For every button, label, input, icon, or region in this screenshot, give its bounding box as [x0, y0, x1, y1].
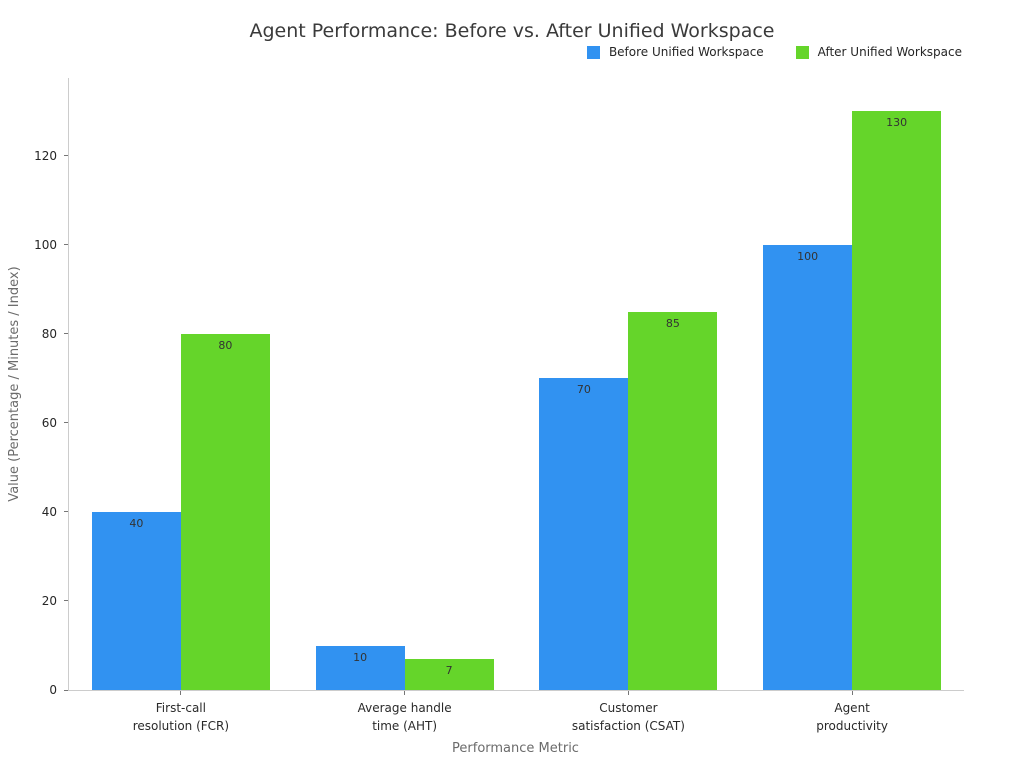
legend-label: After Unified Workspace [817, 45, 962, 59]
bar-value-label: 130 [886, 116, 908, 130]
y-tick-mark [64, 333, 68, 335]
x-tick-mark [627, 691, 629, 695]
bar-value-label: 7 [445, 663, 453, 677]
bar: 7 [404, 658, 494, 690]
bar-value-label: 100 [797, 249, 819, 263]
y-tick-label: 80 [41, 326, 57, 341]
legend-item: After Unified Workspace [795, 45, 962, 59]
x-category-label: First-call resolution (FCR) [132, 701, 230, 733]
y-tick-label: 0 [49, 683, 57, 697]
bar: 70 [539, 378, 629, 690]
bar: 80 [180, 333, 270, 690]
x-tick-mark [180, 691, 182, 695]
bar: 100 [763, 244, 853, 690]
y-tick-label: 20 [41, 593, 57, 608]
y-tick-label: 100 [34, 237, 57, 252]
bar: 130 [852, 111, 942, 690]
y-tick-mark [64, 422, 68, 424]
legend-label: Before Unified Workspace [608, 45, 764, 59]
x-category-label: Customer satisfaction (CSAT) [571, 701, 685, 733]
y-tick-label: 40 [41, 504, 57, 519]
bar-value-label: 40 [129, 516, 144, 530]
bar: 85 [628, 311, 718, 690]
bar: 10 [315, 645, 405, 690]
legend-swatch-icon [586, 45, 600, 59]
bar-value-label: 85 [665, 316, 680, 330]
y-tick-mark [64, 689, 68, 691]
y-tick-mark [64, 600, 68, 602]
x-tick-mark [404, 691, 406, 695]
y-tick-mark [64, 244, 68, 246]
y-tick-mark [64, 511, 68, 513]
legend-swatch-icon [795, 45, 809, 59]
y-tick-label: 60 [41, 415, 57, 430]
y-tick-mark [64, 155, 68, 157]
legend: Before Unified Workspace After Unified Wo… [586, 45, 962, 59]
chart-title: Agent Performance: Before vs. After Unif… [249, 20, 775, 42]
legend-item: Before Unified Workspace [586, 45, 764, 59]
bar-value-label: 70 [576, 383, 591, 397]
plot-area: 0 20 40 60 80 100 120 40 80 First-call resolution… [34, 78, 964, 733]
bar-value-label: 80 [218, 338, 233, 352]
x-axis-label: Performance Metric [452, 741, 579, 756]
x-category-label: Average handle time (AHT) [357, 701, 452, 733]
x-tick-mark [851, 691, 853, 695]
bar-value-label: 10 [353, 650, 368, 664]
x-category-label: Agent productivity [816, 701, 888, 733]
y-tick-label: 120 [34, 148, 57, 163]
bar: 40 [91, 511, 181, 690]
